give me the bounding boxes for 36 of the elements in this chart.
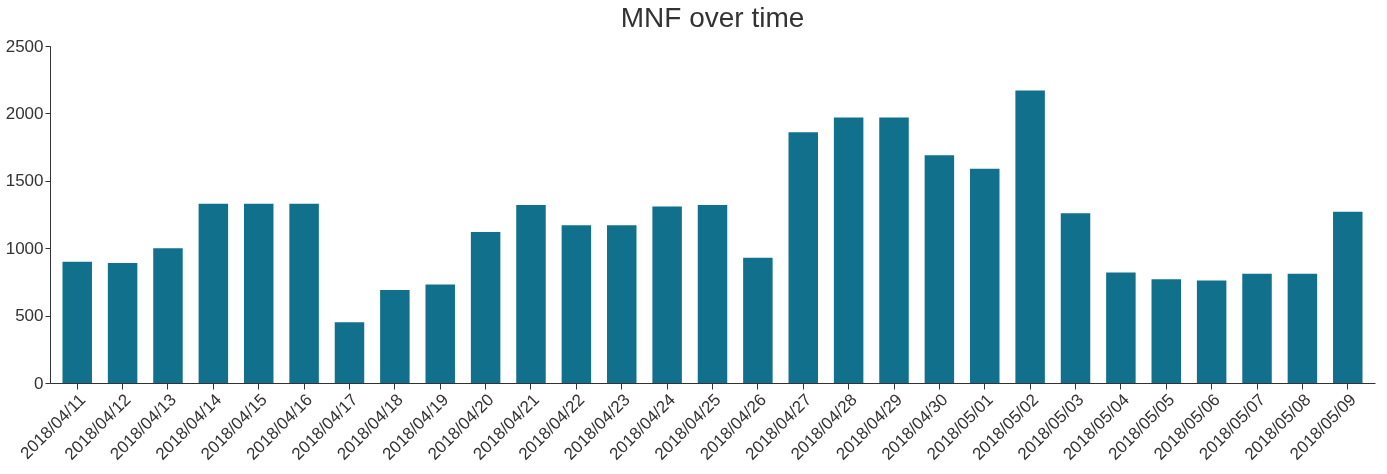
- bar: [1106, 272, 1136, 383]
- bar: [924, 155, 955, 383]
- bar: [561, 225, 592, 383]
- bar: [470, 232, 501, 383]
- bar: [607, 225, 637, 383]
- bar: [153, 248, 183, 383]
- bar: [243, 203, 274, 383]
- y-tick-label: 1500: [5, 171, 44, 191]
- bar: [652, 206, 682, 383]
- bar: [1060, 213, 1091, 383]
- bar: [1242, 273, 1272, 383]
- bar: [697, 205, 728, 383]
- bar: [1151, 279, 1182, 383]
- chart-title: MNF over time: [620, 2, 805, 33]
- y-tick-label: 1000: [5, 238, 44, 258]
- bar: [516, 205, 546, 383]
- bar: [1333, 211, 1363, 383]
- bar: [1015, 90, 1045, 383]
- bar: [334, 322, 365, 383]
- bar: [380, 289, 410, 383]
- bar: [107, 263, 138, 383]
- bar: [1287, 273, 1318, 383]
- bar: [425, 284, 455, 383]
- y-tick-label: 2500: [5, 36, 44, 56]
- y-tick-label: 2000: [5, 103, 44, 123]
- bar: [879, 117, 909, 383]
- bar: [743, 257, 773, 383]
- bar: [788, 132, 818, 383]
- y-tick-label: 0: [34, 373, 44, 393]
- bar: [198, 203, 229, 383]
- bar: [62, 261, 92, 383]
- y-tick-label: 500: [15, 306, 44, 326]
- bar: [970, 168, 1000, 383]
- bar: [833, 117, 864, 383]
- bar: [1196, 280, 1227, 383]
- bar: [289, 203, 319, 383]
